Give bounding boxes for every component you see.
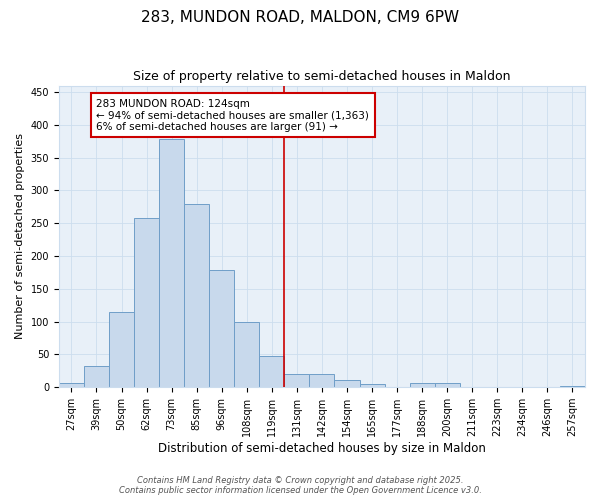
Bar — [310, 374, 334, 387]
Bar — [234, 322, 259, 387]
Bar — [560, 386, 585, 387]
Bar — [434, 382, 460, 387]
Title: Size of property relative to semi-detached houses in Maldon: Size of property relative to semi-detach… — [133, 70, 511, 83]
Bar — [460, 386, 485, 387]
Bar — [334, 380, 359, 387]
Bar — [184, 204, 209, 387]
Bar — [284, 374, 310, 387]
Text: 283 MUNDON ROAD: 124sqm
← 94% of semi-detached houses are smaller (1,363)
6% of : 283 MUNDON ROAD: 124sqm ← 94% of semi-de… — [97, 98, 370, 132]
Bar — [109, 312, 134, 387]
Y-axis label: Number of semi-detached properties: Number of semi-detached properties — [15, 134, 25, 340]
Bar — [134, 218, 159, 387]
Bar — [159, 140, 184, 387]
Text: Contains HM Land Registry data © Crown copyright and database right 2025.
Contai: Contains HM Land Registry data © Crown c… — [119, 476, 481, 495]
Bar — [84, 366, 109, 387]
Bar — [59, 384, 84, 387]
Text: 283, MUNDON ROAD, MALDON, CM9 6PW: 283, MUNDON ROAD, MALDON, CM9 6PW — [141, 10, 459, 25]
Bar — [359, 384, 385, 387]
Bar — [209, 270, 234, 387]
X-axis label: Distribution of semi-detached houses by size in Maldon: Distribution of semi-detached houses by … — [158, 442, 486, 455]
Bar — [259, 356, 284, 387]
Bar — [410, 382, 434, 387]
